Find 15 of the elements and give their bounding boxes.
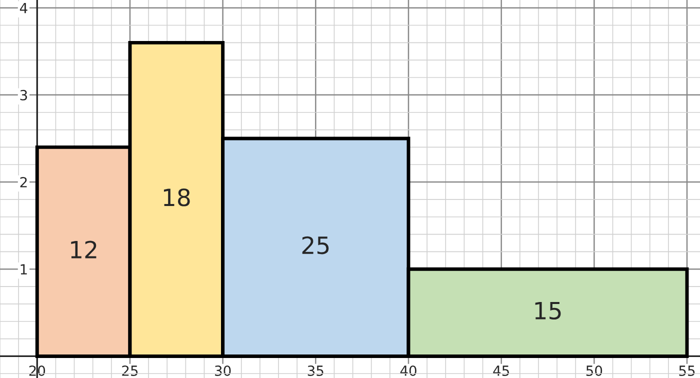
- x-tick-label: 55: [679, 366, 695, 376]
- annotation: 25: [302, 236, 329, 254]
- y-tick-label: 4: [20, 2, 28, 14]
- x-tick-label: 30: [215, 366, 231, 376]
- y-tick-label: 1: [20, 264, 27, 274]
- annotation: 15: [535, 302, 561, 320]
- y-tick-label: 3: [20, 90, 27, 100]
- y-tick-label: 2: [20, 177, 27, 188]
- annotation: 18: [164, 188, 190, 206]
- annotation: 12: [71, 240, 96, 258]
- x-tick-label: 25: [122, 366, 138, 376]
- x-tick-label: 45: [493, 366, 509, 376]
- x-tick-label: 50: [586, 366, 602, 376]
- x-tick-label: 40: [400, 366, 416, 376]
- x-tick-label: 35: [308, 366, 324, 376]
